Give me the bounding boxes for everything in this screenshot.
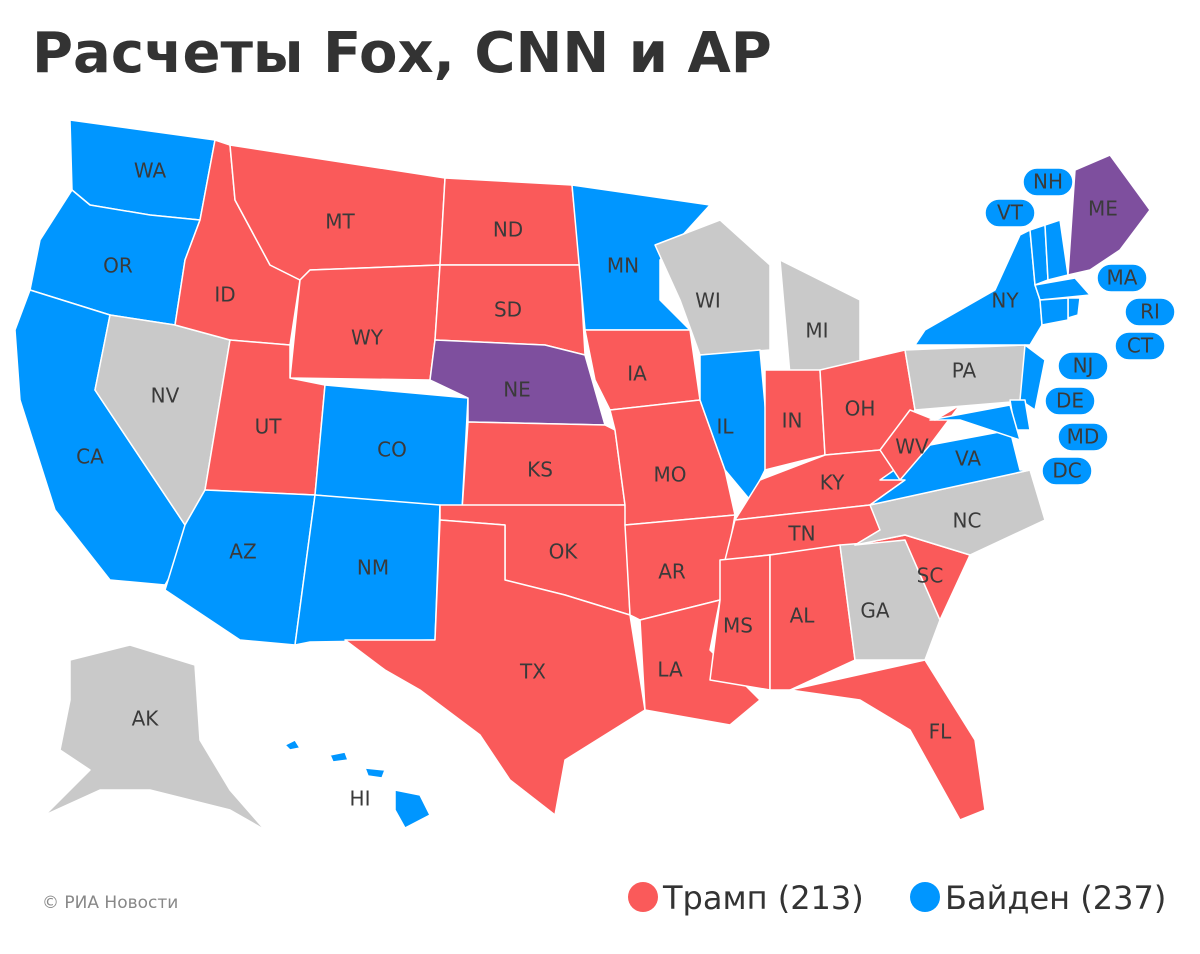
state-label: NJ	[1073, 354, 1094, 378]
state-pill	[1114, 331, 1166, 361]
state-label: GA	[860, 599, 889, 623]
state-pill	[1096, 263, 1148, 293]
state-label: OH	[845, 397, 876, 421]
state-label: AR	[658, 560, 686, 584]
state-label: IA	[627, 362, 647, 386]
state-label: AZ	[229, 540, 256, 564]
state-label: IN	[782, 409, 803, 433]
state-shape	[1039, 297, 1069, 326]
state-pill	[1057, 351, 1109, 381]
legend-swatch	[628, 882, 658, 912]
state-label: NY	[991, 289, 1019, 313]
state-label: WI	[695, 289, 721, 313]
state-label: LA	[657, 658, 683, 682]
state-label: CT	[1127, 334, 1154, 358]
state-shape	[44, 644, 266, 831]
state-label: WA	[134, 159, 167, 183]
legend-swatch	[910, 882, 940, 912]
state-shape	[709, 554, 771, 691]
state-label: UT	[255, 415, 283, 439]
state-shape	[314, 384, 469, 511]
legend: Трамп (213) Байден (237)	[628, 879, 1166, 917]
state-shape	[289, 264, 441, 381]
state-label: MO	[654, 463, 687, 487]
state-shape	[929, 404, 1021, 441]
state-label: MS	[723, 614, 753, 638]
state-label: KS	[527, 458, 553, 482]
state-label: KY	[820, 471, 845, 495]
state-pill	[1044, 386, 1096, 416]
state-pill	[984, 198, 1036, 228]
state-shape	[1034, 277, 1091, 301]
state-shape	[854, 469, 1046, 556]
state-label: ID	[214, 283, 235, 307]
state-pill	[1022, 167, 1074, 197]
state-shape	[1067, 154, 1151, 276]
state-label: SC	[917, 564, 944, 588]
state-shape	[1067, 297, 1081, 319]
state-label: PA	[952, 359, 977, 383]
state-label: NH	[1033, 170, 1063, 194]
state-pill	[1057, 422, 1109, 452]
state-shape	[654, 219, 771, 356]
state-label: VA	[955, 447, 981, 471]
state-shape	[769, 544, 856, 691]
state-pill	[1124, 297, 1176, 327]
state-label: VT	[997, 201, 1024, 225]
state-label: TX	[519, 660, 546, 684]
state-label: CA	[76, 445, 104, 469]
legend-label: Байден (237)	[945, 879, 1166, 917]
state-label: MD	[1067, 425, 1100, 449]
state-label: CO	[377, 438, 407, 462]
state-label: ME	[1088, 197, 1118, 221]
labels: WA OR CA NV ID MT WY UT CO AZ NM ND SD NE KS OK TX MN IA MO…	[76, 159, 1176, 811]
state-pill	[1041, 456, 1093, 486]
state-label: MI	[805, 319, 828, 343]
state-shape	[869, 429, 1031, 506]
state-label: NC	[953, 509, 982, 533]
state-label: RI	[1140, 300, 1160, 324]
state-shape	[1044, 219, 1069, 281]
state-shape	[914, 229, 1043, 346]
state-label: AL	[790, 604, 816, 628]
state-label: IL	[716, 415, 734, 439]
state-label: WY	[351, 326, 384, 350]
state-label: OK	[549, 540, 579, 564]
legend-label: Трамп (213)	[662, 879, 864, 917]
state-shape	[284, 739, 431, 829]
state-shape	[779, 259, 861, 376]
state-label: NV	[151, 384, 180, 408]
state-shape	[789, 659, 986, 821]
state-label: MN	[607, 254, 639, 278]
state-label: ND	[493, 218, 523, 242]
state-label: NE	[503, 378, 531, 402]
credit: © РИА Новости	[42, 893, 178, 913]
state-label: OR	[103, 254, 133, 278]
state-shape	[344, 519, 646, 816]
state-label: MT	[325, 210, 355, 234]
state-label: HI	[350, 787, 371, 811]
state-label: DC	[1052, 459, 1081, 483]
title: Расчеты Fox, CNN и AP	[32, 21, 772, 86]
state-label: SD	[494, 298, 522, 322]
states	[14, 119, 1151, 831]
state-label: FL	[929, 720, 953, 744]
state-label: WV	[895, 435, 929, 459]
state-label: MA	[1107, 266, 1138, 290]
state-label: TN	[787, 522, 815, 546]
state-label: NM	[357, 556, 389, 580]
state-shape	[1019, 344, 1046, 411]
state-label: AK	[132, 707, 160, 731]
state-label: DE	[1056, 389, 1084, 413]
